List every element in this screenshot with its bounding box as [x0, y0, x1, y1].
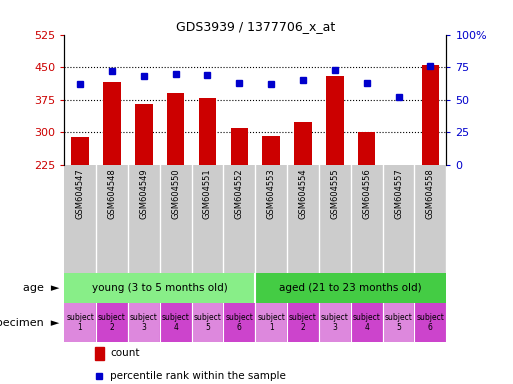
- Bar: [135, 104, 152, 165]
- Text: GSM604556: GSM604556: [362, 168, 371, 219]
- Bar: [287, 303, 319, 342]
- Text: subject
5: subject 5: [385, 313, 412, 332]
- Text: subject
5: subject 5: [193, 313, 222, 332]
- Bar: [191, 165, 223, 273]
- Bar: [415, 165, 446, 273]
- Text: GSM604550: GSM604550: [171, 168, 180, 219]
- Bar: [128, 165, 160, 273]
- Text: subject
6: subject 6: [225, 313, 253, 332]
- Text: GSM604558: GSM604558: [426, 168, 435, 219]
- Text: GSM604553: GSM604553: [267, 168, 275, 219]
- Text: subject
1: subject 1: [257, 313, 285, 332]
- Bar: [255, 165, 287, 273]
- Bar: [96, 303, 128, 342]
- Bar: [358, 132, 376, 165]
- Bar: [255, 303, 287, 342]
- Text: subject
4: subject 4: [162, 313, 189, 332]
- Bar: [95, 347, 104, 359]
- Bar: [255, 273, 446, 303]
- Bar: [415, 303, 446, 342]
- Text: GSM604549: GSM604549: [139, 168, 148, 219]
- Bar: [96, 165, 128, 273]
- Bar: [71, 137, 89, 165]
- Text: subject
6: subject 6: [417, 313, 444, 332]
- Title: GDS3939 / 1377706_x_at: GDS3939 / 1377706_x_at: [175, 20, 335, 33]
- Bar: [287, 165, 319, 273]
- Text: subject
3: subject 3: [130, 313, 157, 332]
- Bar: [199, 98, 216, 165]
- Text: count: count: [110, 348, 140, 358]
- Bar: [64, 273, 255, 303]
- Text: aged (21 to 23 months old): aged (21 to 23 months old): [280, 283, 422, 293]
- Bar: [64, 303, 96, 342]
- Text: GSM604547: GSM604547: [75, 168, 85, 219]
- Bar: [103, 83, 121, 165]
- Bar: [319, 165, 351, 273]
- Bar: [167, 93, 184, 165]
- Text: specimen  ►: specimen ►: [0, 318, 59, 328]
- Bar: [191, 303, 223, 342]
- Bar: [294, 122, 312, 165]
- Text: percentile rank within the sample: percentile rank within the sample: [110, 371, 286, 381]
- Text: GSM604557: GSM604557: [394, 168, 403, 219]
- Text: subject
2: subject 2: [289, 313, 317, 332]
- Text: age  ►: age ►: [23, 283, 59, 293]
- Text: subject
2: subject 2: [98, 313, 126, 332]
- Bar: [128, 303, 160, 342]
- Bar: [262, 136, 280, 165]
- Bar: [223, 303, 255, 342]
- Text: subject
3: subject 3: [321, 313, 349, 332]
- Text: subject
1: subject 1: [66, 313, 94, 332]
- Text: GSM604551: GSM604551: [203, 168, 212, 219]
- Bar: [230, 128, 248, 165]
- Text: GSM604548: GSM604548: [107, 168, 116, 219]
- Bar: [223, 165, 255, 273]
- Bar: [351, 303, 383, 342]
- Bar: [422, 65, 439, 165]
- Text: young (3 to 5 months old): young (3 to 5 months old): [92, 283, 228, 293]
- Text: subject
4: subject 4: [353, 313, 381, 332]
- Bar: [160, 165, 191, 273]
- Bar: [160, 303, 191, 342]
- Text: GSM604555: GSM604555: [330, 168, 339, 219]
- Bar: [326, 76, 344, 165]
- Bar: [383, 165, 415, 273]
- Bar: [383, 303, 415, 342]
- Bar: [319, 303, 351, 342]
- Text: GSM604552: GSM604552: [235, 168, 244, 219]
- Bar: [64, 165, 96, 273]
- Text: GSM604554: GSM604554: [299, 168, 307, 219]
- Bar: [351, 165, 383, 273]
